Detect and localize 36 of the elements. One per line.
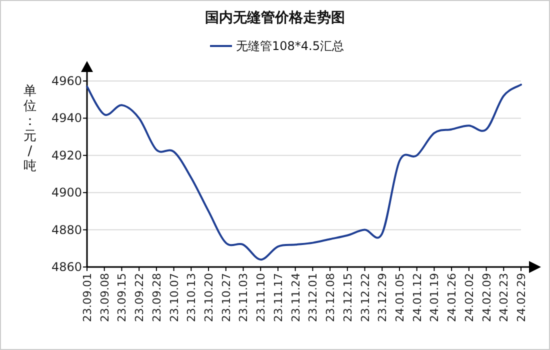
x-tick-label: 23.10.27 bbox=[220, 273, 233, 322]
x-tick-label: 24.02.02 bbox=[462, 273, 476, 322]
x-tick-label: 23.10.07 bbox=[168, 273, 181, 322]
x-tick-label: 23.10.20 bbox=[202, 273, 216, 322]
x-tick-label: 23.09.28 bbox=[150, 273, 164, 322]
x-tick-label: 23.09.08 bbox=[98, 273, 112, 322]
x-tick-label: 24.01.05 bbox=[393, 273, 406, 322]
x-tick-label: 23.12.08 bbox=[324, 273, 338, 322]
y-tick-label: 4880 bbox=[51, 222, 82, 237]
line-series bbox=[86, 84, 522, 261]
x-tick-label: 23.10.13 bbox=[185, 273, 198, 322]
chart-title: 国内无缝管价格走势图 bbox=[205, 10, 345, 26]
x-tick-label: 24.02.23 bbox=[498, 273, 511, 322]
y-tick-label: 4940 bbox=[51, 111, 82, 126]
y-axis-title: 单位：元/吨 bbox=[24, 84, 36, 174]
x-tick-label: 23.09.22 bbox=[133, 273, 146, 322]
x-tick-label: 23.11.03 bbox=[237, 273, 250, 322]
x-tick-label: 24.01.19 bbox=[428, 273, 442, 322]
x-tick-label: 24.02.09 bbox=[480, 273, 494, 322]
x-tick-label: 23.11.17 bbox=[272, 273, 285, 322]
x-tick-label: 24.01.12 bbox=[410, 273, 424, 322]
y-tick-label: 4960 bbox=[51, 74, 82, 88]
x-tick-label: 23.11.10 bbox=[254, 273, 268, 322]
x-tick-label: 23.09.01 bbox=[81, 273, 94, 322]
x-tick-label: 24.01.26 bbox=[446, 273, 459, 322]
x-tick-label: 24.02.29 bbox=[515, 273, 528, 322]
x-tick-label: 23.12.29 bbox=[376, 273, 390, 322]
x-tick-label: 23.09.15 bbox=[116, 273, 129, 322]
x-tick-label: 23.12.15 bbox=[341, 273, 354, 322]
x-tick-label: 23.12.22 bbox=[358, 273, 372, 322]
legend-label: 无缝管108*4.5汇总 bbox=[236, 39, 344, 53]
y-tick-label: 4920 bbox=[51, 148, 82, 162]
y-tick-label: 4860 bbox=[51, 260, 82, 274]
x-tick-label: 23.12.01 bbox=[306, 273, 320, 322]
x-tick-label: 23.11.24 bbox=[289, 273, 302, 322]
y-tick-label: 4900 bbox=[51, 186, 82, 200]
